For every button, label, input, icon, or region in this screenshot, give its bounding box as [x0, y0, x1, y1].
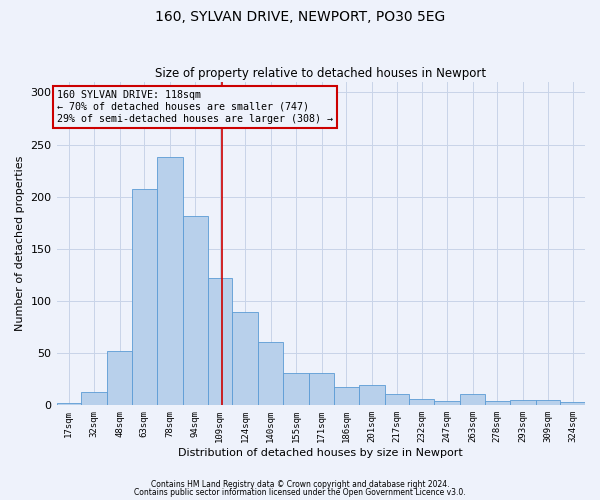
Title: Size of property relative to detached houses in Newport: Size of property relative to detached ho… — [155, 66, 487, 80]
Bar — [107, 350, 132, 405]
Bar — [536, 400, 560, 405]
Bar — [232, 312, 259, 405]
Text: Contains HM Land Registry data © Crown copyright and database right 2024.: Contains HM Land Registry data © Crown c… — [151, 480, 449, 489]
Bar — [509, 400, 536, 405]
Bar — [485, 400, 509, 405]
Bar — [208, 278, 232, 405]
Bar — [132, 190, 157, 405]
Bar — [81, 392, 107, 405]
Text: Contains public sector information licensed under the Open Government Licence v3: Contains public sector information licen… — [134, 488, 466, 497]
Bar — [385, 394, 409, 405]
Text: 160 SYLVAN DRIVE: 118sqm
← 70% of detached houses are smaller (747)
29% of semi-: 160 SYLVAN DRIVE: 118sqm ← 70% of detach… — [56, 90, 332, 124]
Bar — [259, 342, 283, 405]
Bar — [56, 403, 81, 405]
Bar — [157, 157, 183, 405]
Y-axis label: Number of detached properties: Number of detached properties — [15, 156, 25, 331]
Bar — [334, 387, 359, 405]
Bar — [560, 402, 585, 405]
Bar — [434, 400, 460, 405]
Bar — [359, 385, 385, 405]
Text: 160, SYLVAN DRIVE, NEWPORT, PO30 5EG: 160, SYLVAN DRIVE, NEWPORT, PO30 5EG — [155, 10, 445, 24]
Bar — [409, 398, 434, 405]
Bar — [183, 216, 208, 405]
Bar — [309, 372, 334, 405]
Bar — [460, 394, 485, 405]
X-axis label: Distribution of detached houses by size in Newport: Distribution of detached houses by size … — [178, 448, 463, 458]
Bar — [283, 372, 309, 405]
